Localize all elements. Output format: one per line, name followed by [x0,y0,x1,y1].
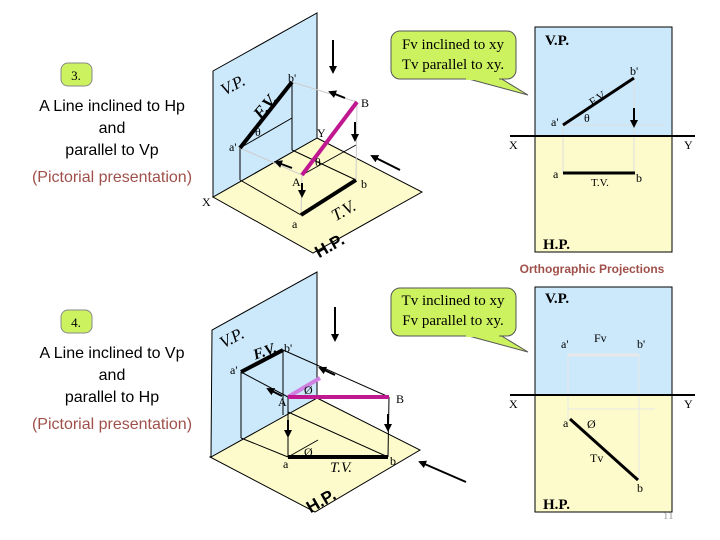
number-4: 4. [71,315,81,330]
label-y: Y [684,397,693,411]
label-phi: Ø [587,417,596,431]
top-view-line [568,417,640,482]
true-line-AB [300,100,359,177]
front-view-line [238,80,294,150]
subtitle-3: (Pictorial presentation) [32,169,192,186]
orthographic-3: V.P. H.P. b' F.V. a' θ X Y a b T.V. [509,26,695,253]
callout-line: Fv parallel to xy. [402,313,504,329]
caption-orthographic: Orthographic Projections [520,262,665,276]
label-fv: F.V. [250,340,279,364]
arrow-icon [266,388,283,397]
label-x: X [509,397,518,411]
label-b-dash: b' [288,71,296,85]
callout-4: Tv inclined to xy Fv parallel to xy. [390,287,529,353]
pictorial-3: V.P. F.V. b' B θ Y a' θ A b X T.V. a H.P… [202,12,424,262]
vp-plane [212,12,318,198]
label-tv: T.V. [330,460,352,476]
callout-3: Fv inclined to xy Tv parallel to xy. [390,30,529,96]
callout-line: Fv inclined to xy [402,37,505,53]
label-y: Y [684,138,693,152]
title-3-line3: parallel to Vp [65,142,158,159]
label-a: a [292,217,298,231]
label-a: a [563,416,569,430]
label-x: X [202,195,211,209]
callout-line: Tv inclined to xy [402,293,505,309]
label-theta: θ [315,155,321,169]
label-b-dash: b' [284,341,292,355]
label-vp: V.P. [545,291,569,307]
label-y: Y [317,126,326,140]
label-B: B [361,96,369,110]
number-badge-3 [60,62,93,87]
label-theta: θ [255,125,261,139]
label-b-dash: b' [637,337,645,351]
label-phi: Ø [304,445,313,459]
arrow-icon [418,460,467,483]
title-3-line1: A Line inclined to Hp [39,98,185,115]
label-a: a [283,457,289,471]
title-4-line2: and [99,367,126,384]
hp-plane [534,394,673,513]
arrow-icon [370,155,401,171]
label-a: a [553,167,559,181]
label-phi: Ø [304,383,313,397]
title-4-line1: A Line inclined to Vp [40,345,185,362]
label-b-dash: b' [630,64,638,78]
label-vp: V.P. [545,33,569,49]
label-B: B [396,392,404,406]
front-view-line [240,348,284,374]
label-b: b [390,454,396,468]
label-a-dash: a' [229,140,237,154]
hp-plane [534,135,673,253]
label-a-dash: a' [230,363,238,377]
arrow-icon [328,90,346,99]
label-hp: H.P. [543,497,570,513]
title-3-line2: and [99,120,126,137]
label-A: A [278,395,287,409]
number-badge-4 [60,309,93,334]
label-x: X [509,138,518,152]
label-tv: Tv [590,451,603,465]
orthographic-4: V.P. H.P. a' Fv b' X Y a Ø Tv b [509,286,695,513]
label-tv: T.V. [591,177,609,189]
label-b: b [636,171,642,185]
page-number: 11 [663,510,674,522]
vp-plane [534,286,673,396]
arrow-icon [274,160,293,169]
label-theta: θ [584,111,590,125]
pictorial-4: V.P. F.V. b' a' Ø A B Ø a T.V. b H.P. [208,271,467,517]
label-b: b [361,177,367,191]
arrow-icon [318,366,336,376]
label-A: A [292,175,301,189]
label-a-dash: a' [561,337,569,351]
label-b: b [637,481,643,495]
top-view-line [299,178,358,217]
label-hp: H.P. [543,237,570,253]
label-a-dash: a' [551,115,559,129]
front-view-line [562,76,635,127]
label-fv: Fv [594,331,607,345]
subtitle-4: (Pictorial presentation) [32,416,192,433]
title-4-line3: parallel to Hp [65,389,159,406]
number-3: 3. [71,68,81,83]
callout-line: Tv parallel to xy. [402,57,504,73]
inclined-line-ghost [286,376,322,399]
vp-plane [210,271,318,458]
